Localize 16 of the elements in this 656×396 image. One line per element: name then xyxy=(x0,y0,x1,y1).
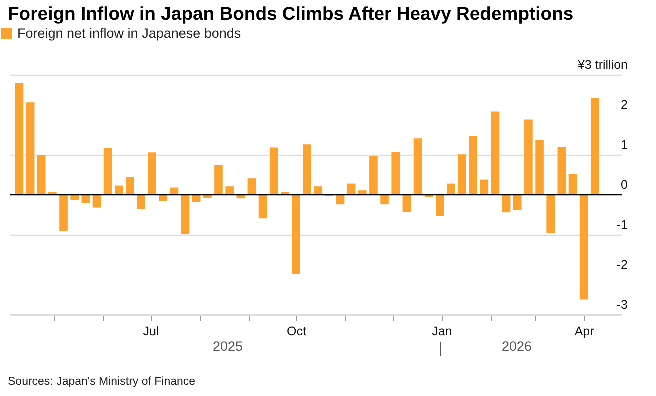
text: 2026 xyxy=(500,339,534,354)
y-tick-label: -2 xyxy=(616,258,628,272)
x-tick-label: Apr xyxy=(574,324,594,338)
y-tick-label: 0 xyxy=(621,178,628,192)
legend-label: Foreign net inflow in Japanese bonds xyxy=(18,26,242,41)
x-tick-label: Jan xyxy=(432,324,452,338)
y-tick-label: -1 xyxy=(616,218,628,232)
chart-title: Foreign Inflow in Japan Bonds Climbs After Heavy Redemptions xyxy=(8,3,574,25)
source-note: Sources: Japan's Ministry of Finance xyxy=(8,376,196,388)
text: 2025 xyxy=(212,339,244,354)
y-tick-label: ¥3 trillion xyxy=(576,58,628,72)
y-tick-label: 2 xyxy=(621,98,628,112)
y-tick-label: 1 xyxy=(621,138,628,152)
x-tick-label: Oct xyxy=(287,324,307,338)
y-tick-label: -3 xyxy=(616,298,628,312)
x-tick-label: Jul xyxy=(143,324,160,338)
